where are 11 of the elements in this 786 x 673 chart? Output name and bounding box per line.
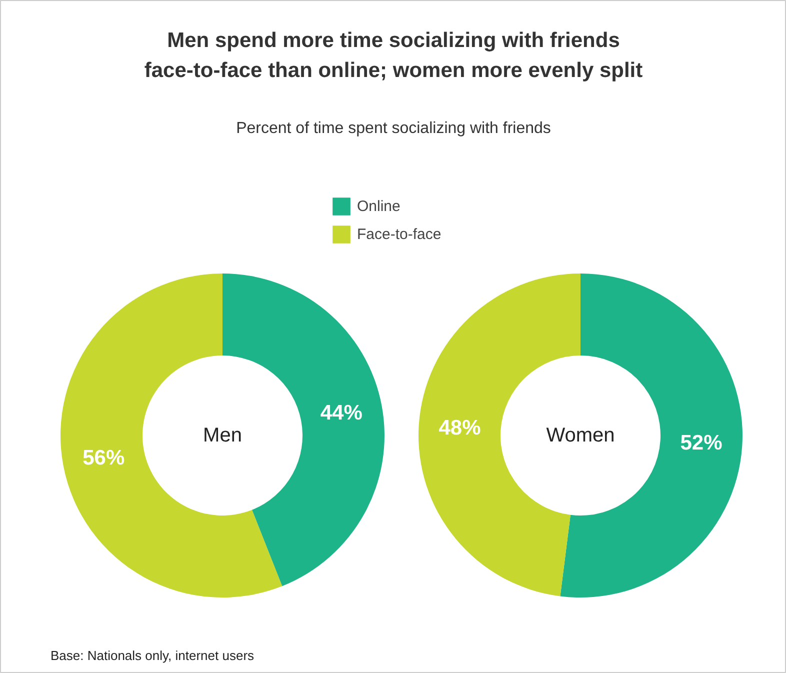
data-label: 48%	[438, 416, 482, 440]
slice-label: Men	[203, 424, 242, 446]
legend-label: Online	[357, 198, 400, 214]
slice-label: Women	[546, 424, 615, 446]
chart-title: Men spend more time socializing with friends face-to-face than online; women more evenly split	[144, 29, 643, 82]
data-label: 56%	[82, 446, 125, 470]
text: Base: Nationals only, internet users	[50, 648, 255, 663]
data-label: 44%	[320, 401, 363, 424]
data-label: 52%	[680, 432, 723, 455]
chart-subtitle: Percent of time spent socializing with friends	[236, 120, 551, 137]
legend-label: Face-to-face	[357, 226, 442, 242]
